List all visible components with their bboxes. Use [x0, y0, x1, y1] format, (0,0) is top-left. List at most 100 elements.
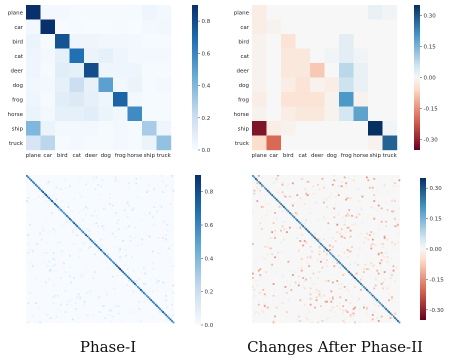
heatmap-cell	[84, 5, 99, 20]
heatmap-diagonal-cell	[323, 246, 325, 248]
heatmap-cell	[76, 234, 79, 236]
heatmap-diagonal-cell	[70, 219, 73, 222]
heatmap-cell	[252, 63, 267, 78]
heatmap-cell	[49, 269, 52, 272]
heatmap-cell	[297, 249, 300, 251]
heatmap-cell	[69, 135, 85, 151]
heatmap-cell	[374, 303, 377, 306]
heatmap-cell	[111, 315, 114, 318]
heatmap-cell	[127, 19, 143, 35]
heatmap-diagonal-cell	[86, 235, 89, 238]
heatmap-cell	[252, 314, 254, 316]
heatmap-cell	[40, 286, 43, 288]
heatmap-cell	[266, 135, 282, 151]
heatmap-cell	[391, 244, 393, 247]
heatmap-cell	[108, 314, 111, 316]
heatmap-cell	[293, 268, 296, 271]
heatmap-cell	[303, 222, 306, 225]
heatmap-cell	[389, 317, 392, 319]
heatmap-cell	[339, 48, 354, 64]
heatmap-diagonal-cell	[259, 182, 262, 185]
heatmap-cell	[172, 265, 175, 268]
heatmap-cell	[343, 286, 346, 288]
heatmap-cell	[286, 213, 288, 216]
heatmap-cell	[159, 253, 161, 256]
heatmap-cell	[108, 309, 111, 312]
heatmap-cell	[343, 219, 346, 222]
heatmap-cell	[379, 262, 382, 265]
heatmap-cell	[148, 213, 151, 216]
heatmap-cell	[328, 195, 331, 198]
heatmap-cell	[126, 268, 129, 271]
phase1-large-matrix	[26, 175, 175, 324]
heatmap-cell	[127, 63, 143, 78]
heatmap-cell	[318, 294, 321, 297]
heatmap-cell	[305, 314, 308, 316]
heatmap-cell	[30, 309, 33, 312]
heatmap-cell	[67, 287, 70, 290]
heatmap-cell	[132, 290, 135, 293]
heatmap-cell	[142, 198, 145, 201]
heatmap-cell	[353, 92, 369, 107]
heatmap-diagonal-cell	[308, 231, 311, 234]
heatmap-cell	[348, 209, 350, 211]
heatmap-cell	[98, 34, 114, 49]
heatmap-cell	[26, 5, 41, 20]
heatmap-diagonal-cell	[386, 309, 389, 312]
heatmap-cell	[377, 272, 380, 275]
heatmap-cell	[363, 192, 365, 195]
heatmap-cell	[312, 185, 315, 188]
y-tick-label: deer	[236, 68, 249, 74]
heatmap-diagonal-cell	[160, 309, 163, 312]
heatmap-cell	[171, 191, 173, 194]
heatmap-cell	[343, 251, 346, 254]
heatmap-diagonal-cell	[48, 197, 50, 199]
heatmap-cell	[71, 318, 74, 321]
heatmap-cell	[92, 277, 95, 279]
x-tick-label: dog	[327, 153, 337, 159]
heatmap-cell	[355, 266, 358, 269]
heatmap-cell	[128, 186, 130, 189]
heatmap-cell	[370, 231, 373, 234]
heatmap-cell	[333, 207, 336, 210]
heatmap-cell	[52, 302, 55, 305]
heatmap-cell	[128, 225, 130, 228]
heatmap-cell	[45, 300, 48, 303]
heatmap-cell	[352, 197, 355, 199]
heatmap-cell	[295, 63, 311, 78]
heatmap-cell	[252, 106, 267, 122]
heatmap-diagonal-cell	[272, 195, 275, 198]
heatmap-cell	[160, 306, 163, 309]
heatmap-cell	[160, 175, 163, 177]
heatmap-cell	[163, 281, 166, 284]
heatmap-cell	[300, 177, 303, 180]
heatmap-cell	[281, 48, 296, 64]
heatmap-cell	[169, 207, 172, 210]
heatmap-cell	[379, 318, 382, 321]
heatmap-cell	[371, 189, 374, 192]
heatmap-diagonal-cell	[300, 223, 303, 226]
heatmap-cell	[336, 223, 339, 226]
heatmap-cell	[374, 275, 377, 278]
heatmap-cell	[52, 257, 55, 260]
heatmap-cell	[43, 303, 46, 306]
heatmap-cell	[77, 256, 80, 259]
heatmap-cell	[259, 286, 262, 288]
caption-phase2: Changes After Phase-II	[247, 338, 423, 356]
heatmap-cell	[328, 244, 331, 247]
heatmap-cell	[97, 256, 99, 259]
heatmap-cell	[94, 188, 96, 191]
heatmap-cell	[349, 314, 352, 316]
heatmap-cell	[125, 226, 127, 229]
heatmap-cell	[39, 232, 42, 235]
heatmap-cell	[371, 238, 374, 241]
heatmap-cell	[82, 219, 85, 222]
colorbar-tick-label: 0.00	[430, 247, 443, 253]
heatmap-cell	[64, 254, 67, 257]
heatmap-cell	[110, 320, 113, 322]
heatmap-cell	[391, 200, 393, 202]
heatmap-cell	[46, 241, 49, 244]
heatmap-cell	[89, 214, 92, 217]
heatmap-diagonal-cell	[163, 312, 166, 315]
heatmap-cell	[27, 321, 30, 324]
